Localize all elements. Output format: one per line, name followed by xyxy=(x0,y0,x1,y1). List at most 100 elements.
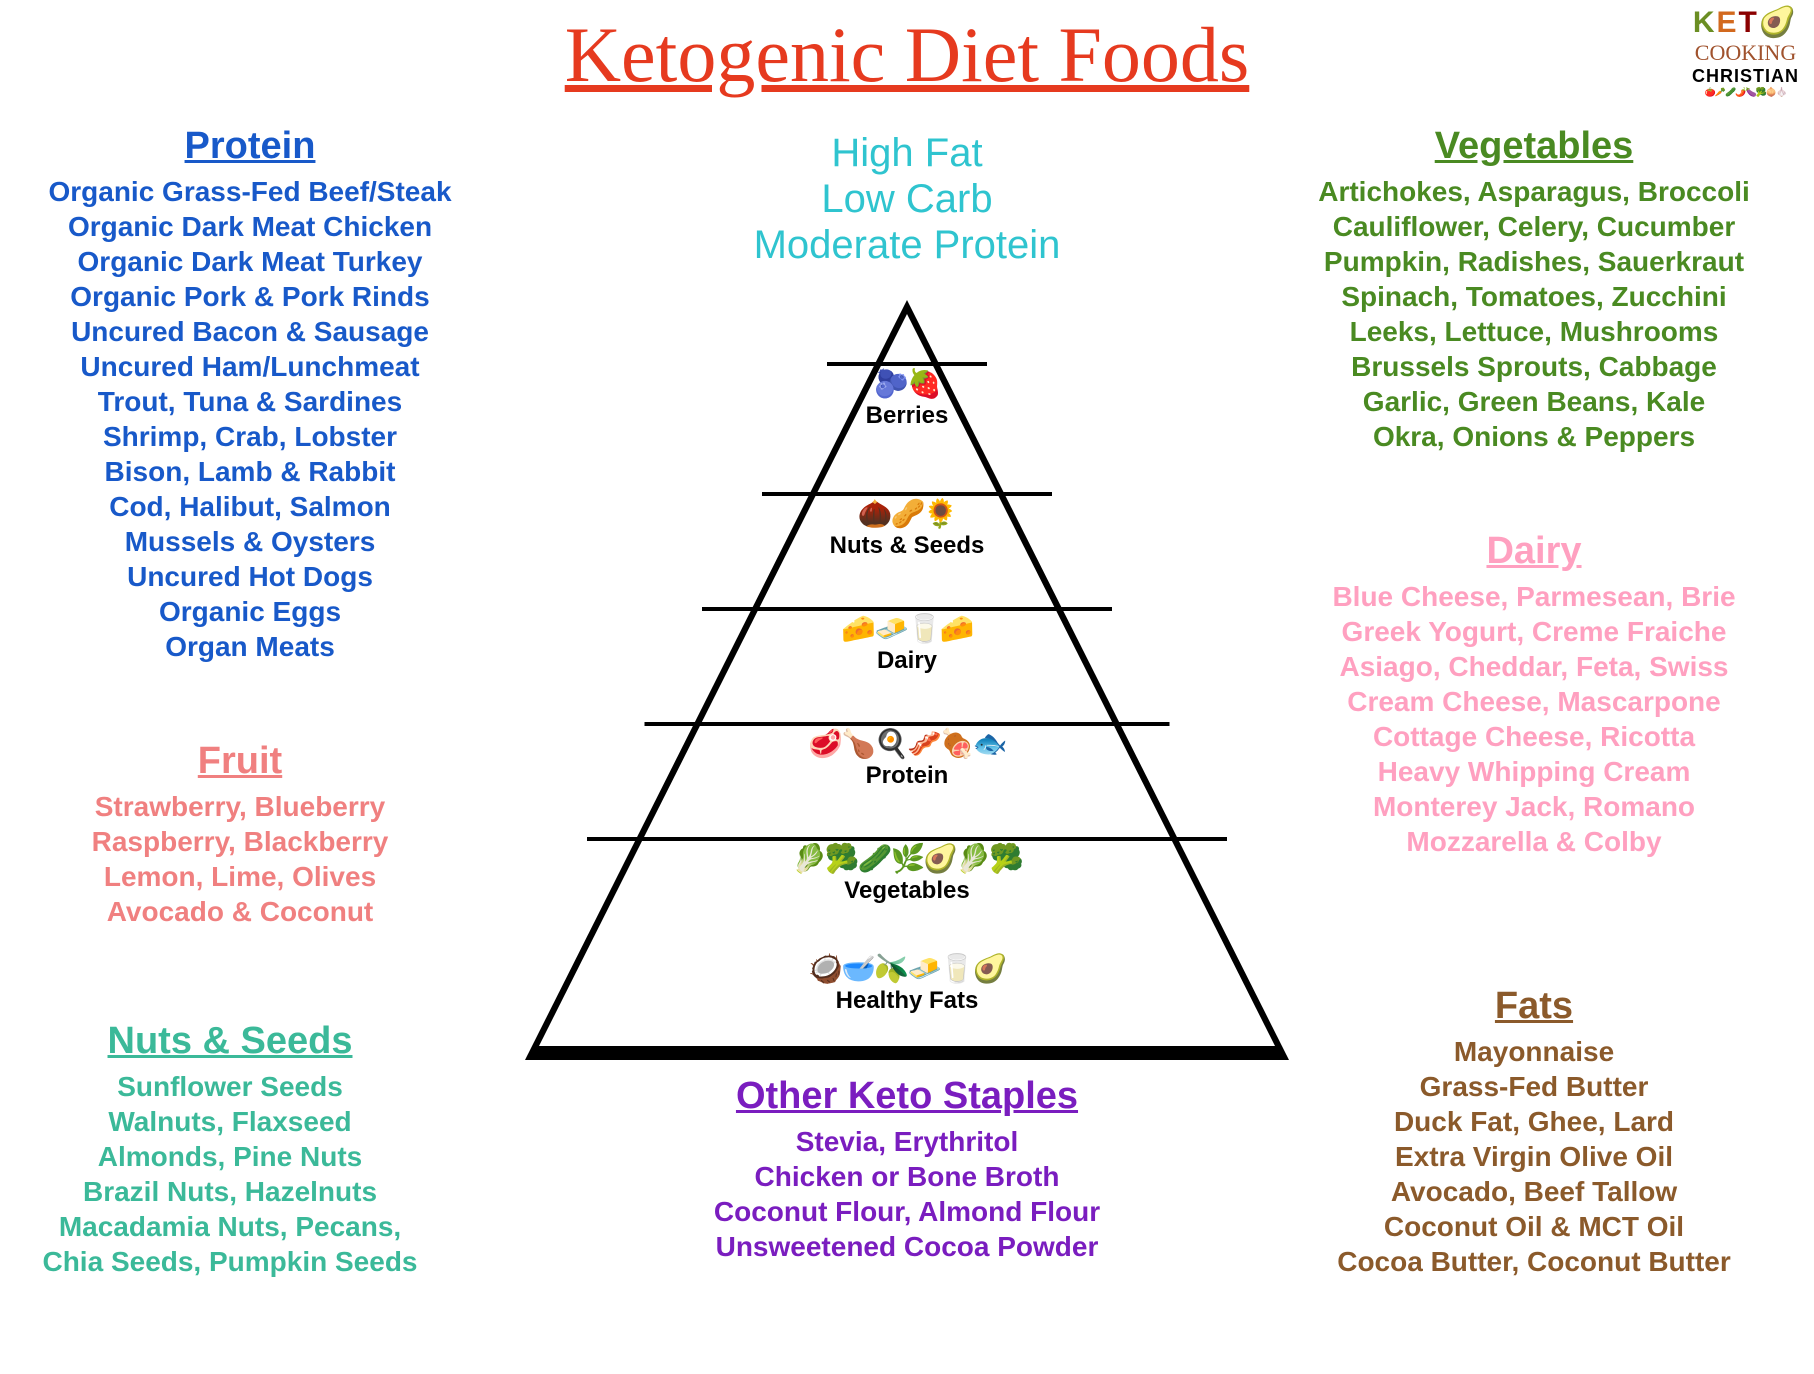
section-fruit: Fruit Strawberry, BlueberryRaspberry, Bl… xyxy=(40,740,440,929)
food-pyramid: 🫐🍓 Berries 🌰🥜🌻 Nuts & Seeds 🧀🧈🥛🧀 Dairy 🥩🍗🍳🥓🍖🐟P… xyxy=(527,300,1287,1060)
list-item: Brussels Sprouts, Cabbage xyxy=(1269,349,1799,384)
section-protein: Protein Organic Grass-Fed Beef/SteakOrga… xyxy=(15,125,485,664)
list-item: Extra Virgin Olive Oil xyxy=(1269,1139,1799,1174)
tagline-line: Low Carb xyxy=(677,176,1137,222)
list-item: Mozzarella & Colby xyxy=(1269,824,1799,859)
list-item: Cottage Cheese, Ricotta xyxy=(1269,719,1799,754)
list-item: Heavy Whipping Cream xyxy=(1269,754,1799,789)
pyramid-tier: 🌰🥜🌻 Nuts & Seeds xyxy=(830,500,985,560)
list-item: Organic Dark Meat Turkey xyxy=(15,244,485,279)
logo-garnish: 🍅🥕🥒🌶️🍆🥦🧅🧄 xyxy=(1692,87,1799,98)
list-item: Pumpkin, Radishes, Sauerkraut xyxy=(1269,244,1799,279)
section-heading: Fats xyxy=(1269,985,1799,1028)
list-item: Stevia, Erythritol xyxy=(617,1124,1197,1159)
list-item: Leeks, Lettuce, Mushrooms xyxy=(1269,314,1799,349)
list-item: Blue Cheese, Parmesean, Brie xyxy=(1269,579,1799,614)
logo-christian: CHRISTIAN xyxy=(1692,66,1799,87)
tier-food-icons: 🥬🥦🥒🌿🥑🥬🥦 xyxy=(792,845,1022,873)
section-items: Sunflower SeedsWalnuts, FlaxseedAlmonds,… xyxy=(5,1069,455,1279)
tier-separator xyxy=(587,837,1227,841)
tier-label: Dairy xyxy=(841,647,972,675)
tier-label: Nuts & Seeds xyxy=(830,532,985,560)
list-item: Uncured Ham/Lunchmeat xyxy=(15,349,485,384)
section-items: MayonnaiseGrass-Fed ButterDuck Fat, Ghee… xyxy=(1269,1034,1799,1279)
section-dairy: Dairy Blue Cheese, Parmesean, BrieGreek … xyxy=(1269,530,1799,859)
tier-label: Berries xyxy=(866,402,949,430)
tier-food-icons: 🥥🥣🫒🧈🥛🥑 xyxy=(808,955,1005,983)
section-items: Organic Grass-Fed Beef/SteakOrganic Dark… xyxy=(15,174,485,664)
list-item: Duck Fat, Ghee, Lard xyxy=(1269,1104,1799,1139)
list-item: Trout, Tuna & Sardines xyxy=(15,384,485,419)
list-item: Chia Seeds, Pumpkin Seeds xyxy=(5,1244,455,1279)
tagline-line: High Fat xyxy=(677,130,1137,176)
list-item: Avocado & Coconut xyxy=(40,894,440,929)
tier-separator xyxy=(827,362,987,366)
list-item: Mussels & Oysters xyxy=(15,524,485,559)
list-item: Almonds, Pine Nuts xyxy=(5,1139,455,1174)
tier-separator xyxy=(702,607,1112,611)
section-heading: Fruit xyxy=(40,740,440,783)
list-item: Chicken or Bone Broth xyxy=(617,1159,1197,1194)
list-item: Avocado, Beef Tallow xyxy=(1269,1174,1799,1209)
pyramid-tier: 🫐🍓 Berries xyxy=(866,370,949,430)
tagline-line: Moderate Protein xyxy=(677,222,1137,268)
section-staples: Other Keto Staples Stevia, ErythritolChi… xyxy=(617,1075,1197,1264)
pyramid-tier: 🧀🧈🥛🧀 Dairy xyxy=(841,615,972,675)
section-heading: Protein xyxy=(15,125,485,168)
list-item: Unsweetened Cocoa Powder xyxy=(617,1229,1197,1264)
list-item: Raspberry, Blackberry xyxy=(40,824,440,859)
logo-keto: KET🥑 xyxy=(1692,5,1799,40)
section-heading: Other Keto Staples xyxy=(617,1075,1197,1118)
section-nuts-seeds: Nuts & Seeds Sunflower SeedsWalnuts, Fla… xyxy=(5,1020,455,1279)
brand-logo: KET🥑 COOKING CHRISTIAN 🍅🥕🥒🌶️🍆🥦🧅🧄 xyxy=(1692,5,1799,98)
list-item: Garlic, Green Beans, Kale xyxy=(1269,384,1799,419)
list-item: Walnuts, Flaxseed xyxy=(5,1104,455,1139)
list-item: Grass-Fed Butter xyxy=(1269,1069,1799,1104)
list-item: Cocoa Butter, Coconut Butter xyxy=(1269,1244,1799,1279)
list-item: Sunflower Seeds xyxy=(5,1069,455,1104)
list-item: Organic Pork & Pork Rinds xyxy=(15,279,485,314)
list-item: Asiago, Cheddar, Feta, Swiss xyxy=(1269,649,1799,684)
list-item: Lemon, Lime, Olives xyxy=(40,859,440,894)
list-item: Coconut Flour, Almond Flour xyxy=(617,1194,1197,1229)
logo-cooking: COOKING xyxy=(1692,40,1799,66)
section-items: Blue Cheese, Parmesean, BrieGreek Yogurt… xyxy=(1269,579,1799,859)
tier-food-icons: 🫐🍓 xyxy=(866,370,949,398)
tier-food-icons: 🥩🍗🍳🥓🍖🐟 xyxy=(808,730,1005,758)
pyramid-tier: 🥩🍗🍳🥓🍖🐟Protein xyxy=(808,730,1005,790)
tier-food-icons: 🧀🧈🥛🧀 xyxy=(841,615,972,643)
tagline: High Fat Low Carb Moderate Protein xyxy=(677,130,1137,268)
section-vegetables: Vegetables Artichokes, Asparagus, Brocco… xyxy=(1269,125,1799,454)
list-item: Greek Yogurt, Creme Fraiche xyxy=(1269,614,1799,649)
list-item: Organic Grass-Fed Beef/Steak xyxy=(15,174,485,209)
tier-label: Healthy Fats xyxy=(808,987,1005,1015)
list-item: Spinach, Tomatoes, Zucchini xyxy=(1269,279,1799,314)
tier-separator xyxy=(645,722,1170,726)
list-item: Artichokes, Asparagus, Broccoli xyxy=(1269,174,1799,209)
pyramid-tier: 🥬🥦🥒🌿🥑🥬🥦 Vegetables xyxy=(792,845,1022,905)
list-item: Bison, Lamb & Rabbit xyxy=(15,454,485,489)
list-item: Cream Cheese, Mascarpone xyxy=(1269,684,1799,719)
list-item: Okra, Onions & Peppers xyxy=(1269,419,1799,454)
list-item: Coconut Oil & MCT Oil xyxy=(1269,1209,1799,1244)
list-item: Macadamia Nuts, Pecans, xyxy=(5,1209,455,1244)
section-heading: Nuts & Seeds xyxy=(5,1020,455,1063)
section-heading: Vegetables xyxy=(1269,125,1799,168)
list-item: Cauliflower, Celery, Cucumber xyxy=(1269,209,1799,244)
list-item: Organic Eggs xyxy=(15,594,485,629)
section-items: Stevia, ErythritolChicken or Bone BrothC… xyxy=(617,1124,1197,1264)
section-fats: Fats MayonnaiseGrass-Fed ButterDuck Fat,… xyxy=(1269,985,1799,1279)
tier-separator xyxy=(762,492,1052,496)
list-item: Cod, Halibut, Salmon xyxy=(15,489,485,524)
list-item: Uncured Hot Dogs xyxy=(15,559,485,594)
tier-label: Vegetables xyxy=(792,877,1022,905)
list-item: Monterey Jack, Romano xyxy=(1269,789,1799,824)
list-item: Mayonnaise xyxy=(1269,1034,1799,1069)
tier-food-icons: 🌰🥜🌻 xyxy=(830,500,985,528)
page-title: Ketogenic Diet Foods xyxy=(565,10,1250,100)
list-item: Shrimp, Crab, Lobster xyxy=(15,419,485,454)
section-items: Artichokes, Asparagus, BroccoliCauliflow… xyxy=(1269,174,1799,454)
list-item: Uncured Bacon & Sausage xyxy=(15,314,485,349)
list-item: Organic Dark Meat Chicken xyxy=(15,209,485,244)
list-item: Strawberry, Blueberry xyxy=(40,789,440,824)
